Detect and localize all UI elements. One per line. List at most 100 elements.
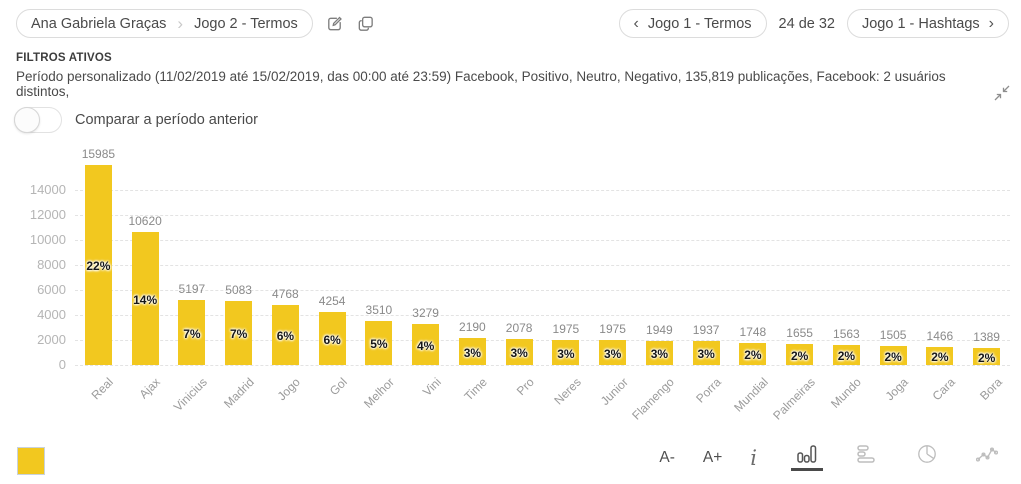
bar[interactable] (131, 232, 159, 365)
bar-value-label: 5197 (178, 282, 206, 296)
chevron-left-icon: ‹ (633, 14, 639, 32)
y-axis-tick-label: 8000 (37, 257, 66, 272)
active-filters-section: FILTROS ATIVOS Período personalizado (11… (16, 52, 981, 99)
chart-type-line-button[interactable] (971, 445, 1003, 471)
x-axis-label: Mundial (731, 375, 771, 415)
x-axis-label: Time (461, 375, 491, 404)
bar[interactable] (599, 340, 627, 365)
breadcrumb-parent[interactable]: Ana Gabriela Graças (31, 15, 167, 32)
x-axis-label: Melhor (360, 375, 397, 411)
nav-prev-label: Jogo 1 - Termos (647, 15, 752, 32)
y-axis-tick-label: 12000 (29, 207, 66, 222)
bar-percent-label: 3% (510, 346, 528, 360)
bar-value-label: 3510 (365, 303, 393, 317)
x-axis-label: Vinicius (170, 375, 210, 414)
bar-percent-label: 4% (416, 338, 435, 353)
vertical-bar-icon (797, 445, 817, 463)
bar[interactable] (225, 301, 253, 365)
bar[interactable] (973, 348, 1001, 365)
bar[interactable] (645, 341, 673, 365)
y-axis-tick-label: 14000 (29, 182, 66, 197)
bar-value-label: 4254 (318, 294, 346, 308)
bar-value-label: 1655 (786, 326, 813, 340)
edit-icon[interactable] (325, 14, 344, 33)
bar-percent-label: 5% (370, 337, 388, 351)
compare-toggle-label: Comparar a período anterior (75, 112, 258, 128)
bar-value-label: 4768 (272, 287, 299, 301)
nav-prev-button[interactable]: ‹ Jogo 1 - Termos (618, 9, 767, 38)
legend-series-swatch[interactable] (17, 447, 45, 475)
bar-value-label: 15985 (81, 147, 116, 161)
x-axis-label: Joga (882, 375, 912, 404)
bar[interactable] (552, 340, 580, 365)
bar-percent-label: 3% (557, 346, 575, 361)
chart-controls: A- A+ i (659, 444, 1003, 472)
bar[interactable] (879, 346, 907, 365)
header: Ana Gabriela Graças › Jogo 2 - Termos ‹ … (16, 9, 1009, 38)
toggle-knob (14, 107, 40, 133)
x-axis-label: Mundo (828, 375, 865, 411)
gridline (75, 265, 1010, 266)
bar[interactable] (412, 324, 440, 365)
x-axis-label: Bora (976, 375, 1005, 403)
chart-type-vertical-bar-button[interactable] (791, 445, 823, 471)
x-axis-label: Cara (929, 375, 958, 404)
bar[interactable] (84, 165, 112, 365)
gridline (75, 240, 1010, 241)
bar[interactable] (365, 321, 393, 365)
bar[interactable] (178, 300, 206, 365)
bar[interactable] (786, 344, 814, 365)
gridline (75, 365, 1010, 366)
x-axis-label: Jogo (274, 375, 304, 404)
x-axis-label: Porra (693, 375, 725, 406)
bar[interactable] (458, 338, 486, 365)
breadcrumb[interactable]: Ana Gabriela Graças › Jogo 2 - Termos (16, 9, 313, 38)
copy-icon[interactable] (356, 14, 375, 33)
compare-toggle-switch[interactable] (14, 107, 62, 133)
bar[interactable] (505, 339, 533, 365)
bar-percent-label: 2% (790, 348, 809, 363)
bar-value-label: 3279 (412, 306, 439, 320)
bar[interactable] (926, 347, 954, 365)
x-axis-label: Palmeiras (769, 375, 818, 423)
x-axis-label: Gol (326, 375, 351, 399)
bar-value-label: 1563 (833, 327, 860, 341)
gridline (75, 340, 1010, 341)
header-right: ‹ Jogo 1 - Termos 24 de 32 Jogo 1 - Hash… (618, 9, 1009, 38)
x-axis-label: Madrid (220, 375, 257, 411)
y-axis-tick-label: 10000 (29, 232, 66, 247)
bar-percent-label: 14% (133, 292, 158, 307)
bar-percent-label: 2% (931, 350, 949, 364)
font-increase-button[interactable]: A+ (702, 449, 723, 466)
plot-area: 15985 22% 10620 14% 5197 7% 5083 7% 4768 6% 4254 6%… (75, 147, 1010, 366)
x-axis-label: Ajax (136, 375, 164, 402)
bar-value-label: 1389 (973, 330, 1000, 344)
bar-value-label: 2078 (505, 321, 533, 335)
chart-type-pie-button[interactable] (911, 444, 943, 472)
breadcrumb-current[interactable]: Jogo 2 - Termos (194, 15, 298, 32)
nav-next-button[interactable]: Jogo 1 - Hashtags › (846, 9, 1009, 38)
bar-value-label: 1505 (879, 328, 907, 342)
bar[interactable] (739, 343, 767, 365)
x-axis-label: Neres (551, 375, 584, 408)
font-decrease-button[interactable]: A- (659, 449, 675, 466)
info-icon[interactable]: i (750, 446, 757, 470)
pie-chart-icon (918, 445, 936, 463)
bar-value-label: 1466 (926, 329, 954, 343)
bar[interactable] (271, 305, 299, 365)
bar[interactable] (832, 345, 860, 365)
collapse-icon[interactable] (993, 84, 1011, 102)
bar[interactable] (318, 312, 346, 365)
bar[interactable] (692, 341, 720, 365)
x-axis-label: Pro (513, 375, 538, 399)
bar-percent-label: 7% (229, 327, 248, 341)
bar-value-label: 1975 (552, 322, 580, 336)
filters-description: Período personalizado (11/02/2019 até 15… (16, 69, 946, 99)
x-axis-label: Real (88, 375, 117, 403)
bar-percent-label: 6% (323, 332, 341, 347)
bar-value-label: 1937 (692, 323, 720, 337)
y-axis-tick-label: 2000 (37, 332, 66, 347)
compare-toggle-row: Comparar a período anterior (14, 107, 258, 133)
chart-type-horizontal-bar-button[interactable] (851, 445, 883, 471)
bar-percent-label: 3% (650, 347, 669, 361)
